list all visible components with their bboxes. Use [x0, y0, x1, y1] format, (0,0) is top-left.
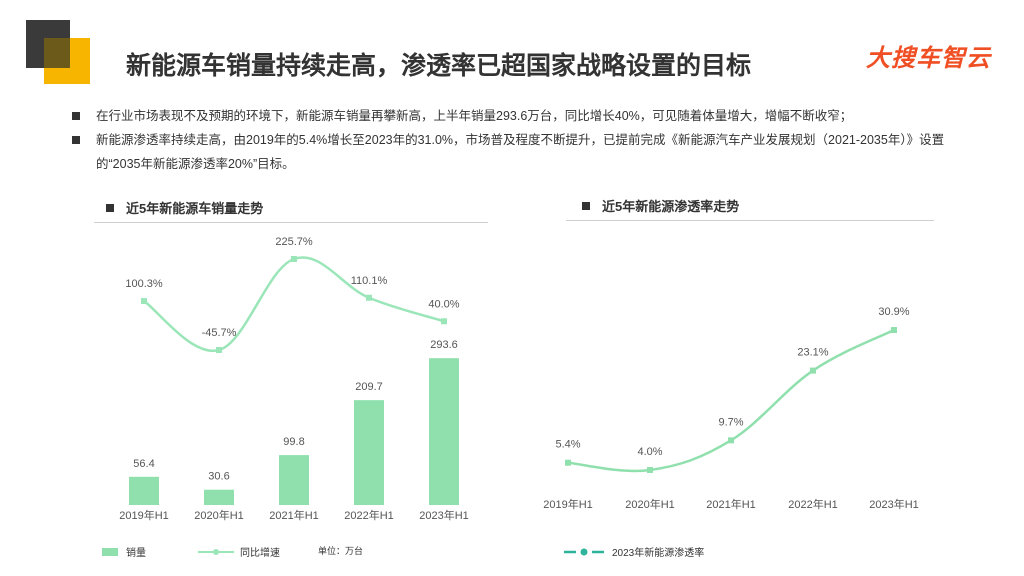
growth-rate-point	[291, 256, 297, 262]
x-tick-label: 2020年H1	[194, 508, 244, 522]
penetration-label: 9.7%	[718, 416, 743, 428]
x-tick-label: 2021年H1	[706, 497, 756, 511]
penetration-label: 30.9%	[878, 306, 909, 318]
growth-rate-label: 110.1%	[351, 275, 388, 287]
summary-bullet: 在行业市场表现不及预期的环境下，新能源车销量再攀新高，上半年销量293.6万台，…	[66, 104, 966, 128]
growth-rate-label: 100.3%	[125, 278, 163, 290]
legend-bar-swatch	[102, 548, 118, 556]
bar-value-label: 293.6	[430, 339, 458, 351]
x-tick-label: 2022年H1	[344, 508, 394, 522]
sales-bar	[354, 400, 384, 505]
x-tick-label: 2023年H1	[869, 497, 919, 511]
penetration-chart-divider	[566, 220, 934, 221]
growth-rate-point	[216, 347, 222, 353]
penetration-point	[810, 367, 816, 374]
corner-decoration-overlap	[44, 38, 70, 68]
bar-value-label: 30.6	[208, 471, 229, 483]
summary-bullets: 在行业市场表现不及预期的环境下，新能源车销量再攀新高，上半年销量293.6万台，…	[66, 104, 966, 176]
sales-chart-title: 近5年新能源车销量走势	[106, 198, 263, 217]
penetration-point	[647, 467, 653, 473]
bullet-text: 在行业市场表现不及预期的环境下，新能源车销量再攀新高，上半年销量293.6万台，…	[96, 109, 853, 123]
summary-bullet: 新能源渗透率持续走高，由2019年的5.4%增长至2023年的31.0%，市场普…	[66, 128, 966, 176]
unit-note: 单位：万台	[318, 546, 364, 556]
title-square-icon	[106, 204, 114, 212]
x-tick-label: 2023年H1	[419, 508, 469, 522]
title-square-icon	[582, 202, 590, 210]
bar-value-label: 209.7	[355, 381, 383, 393]
bullet-square-icon	[72, 136, 80, 144]
penetration-point	[891, 327, 897, 333]
x-tick-label: 2020年H1	[625, 497, 675, 511]
growth-rate-point	[141, 298, 147, 305]
bar-value-label: 99.8	[283, 436, 304, 448]
legend-line-swatch	[198, 549, 234, 555]
sales-bar	[429, 358, 459, 505]
penetration-label: 23.1%	[797, 347, 828, 359]
brand-logo: 大搜车智云	[866, 45, 991, 72]
penetration-chart-title: 近5年新能源渗透率走势	[582, 196, 739, 215]
growth-rate-point	[441, 318, 447, 325]
x-tick-label: 2021年H1	[269, 508, 319, 522]
bullet-text: 新能源渗透率持续走高，由2019年的5.4%增长至2023年的31.0%，市场普…	[96, 133, 945, 171]
penetration-label: 4.0%	[637, 446, 662, 458]
bar-value-label: 56.4	[133, 458, 154, 470]
penetration-label: 5.4%	[555, 439, 580, 451]
growth-rate-line	[143, 256, 445, 353]
x-tick-label: 2019年H1	[543, 497, 593, 511]
penetration-point	[728, 437, 734, 444]
sales-bar	[204, 489, 234, 505]
legend-penetration: 2023年新能源渗透率	[564, 544, 704, 559]
sales-bar	[129, 476, 159, 505]
legend-growth: 同比增速	[198, 544, 280, 559]
x-tick-label: 2022年H1	[788, 497, 838, 511]
legend-sales: 销量	[102, 544, 146, 559]
growth-rate-label: -45.7%	[202, 327, 237, 339]
x-tick-label: 2019年H1	[119, 508, 169, 522]
sales-bar	[279, 455, 309, 505]
bullet-square-icon	[72, 112, 80, 120]
page-title: 新能源车销量持续走高，渗透率已超国家战略设置的目标	[126, 52, 752, 80]
penetration-point	[565, 459, 571, 466]
penetration-line	[567, 328, 895, 473]
legend-line-swatch	[564, 548, 604, 556]
growth-rate-label: 40.0%	[428, 298, 459, 310]
growth-rate-point	[366, 294, 372, 301]
sales-chart-divider	[94, 222, 488, 223]
growth-rate-label: 225.7%	[275, 236, 313, 248]
